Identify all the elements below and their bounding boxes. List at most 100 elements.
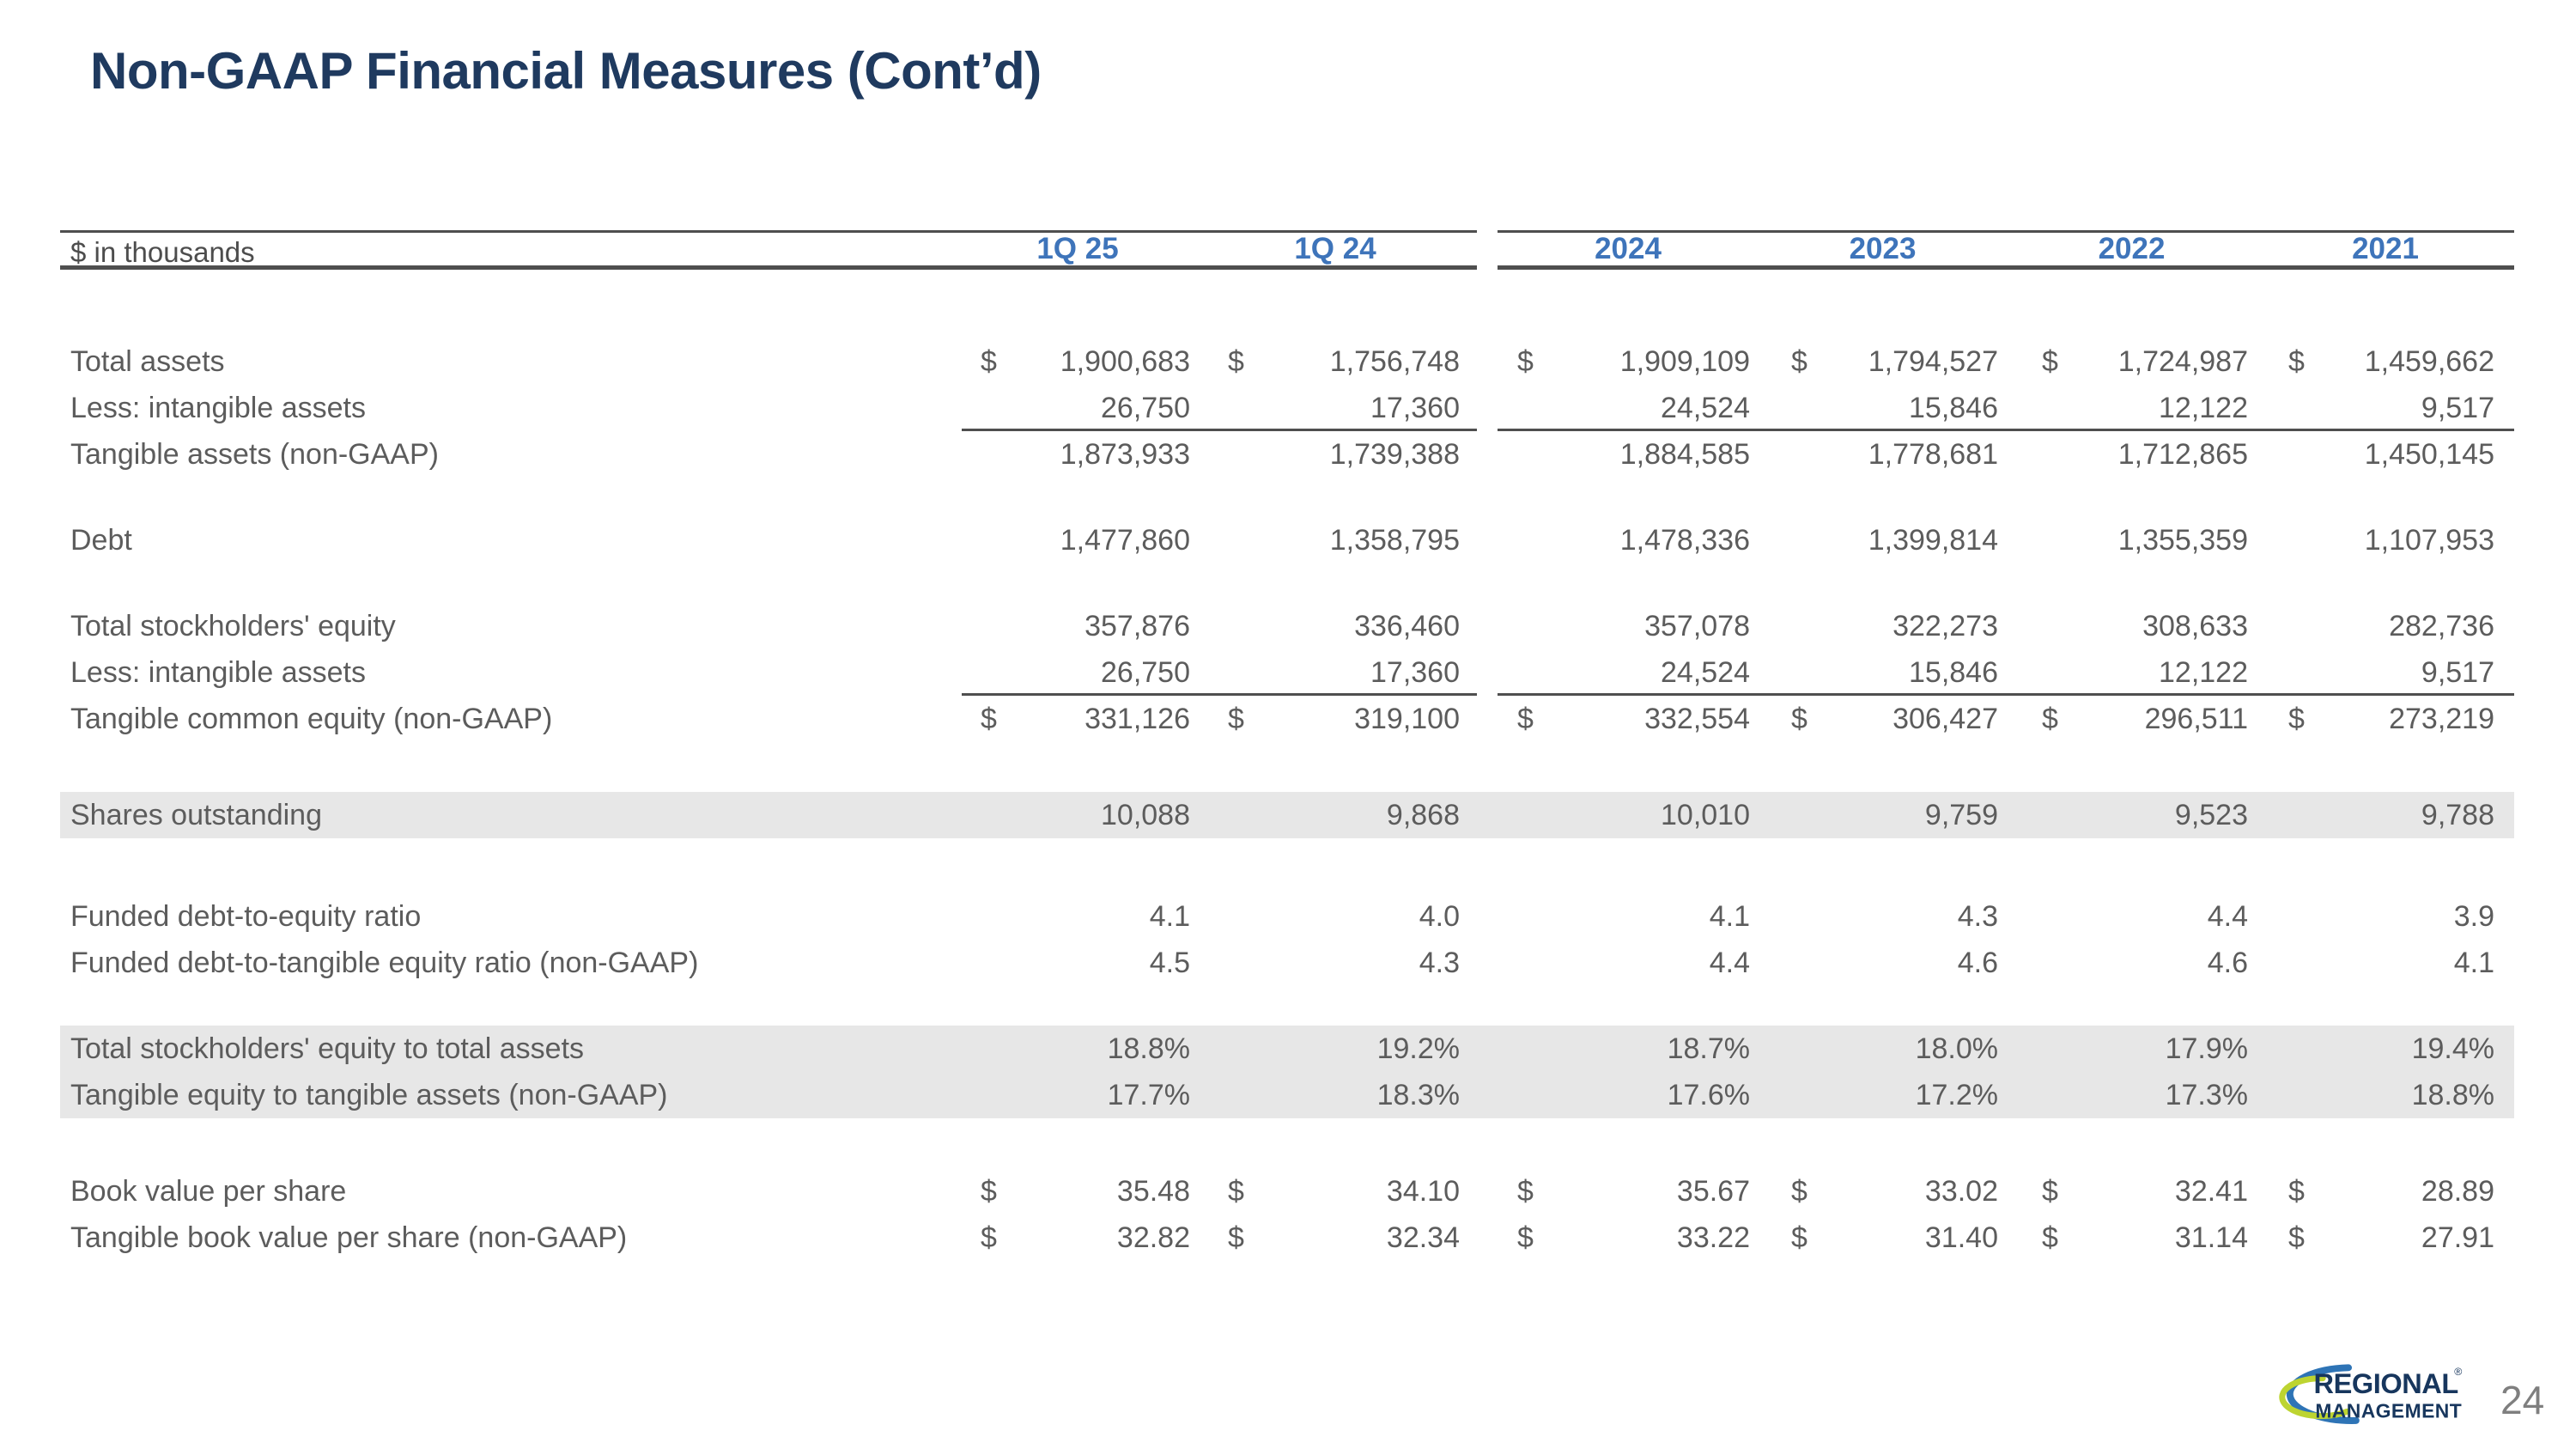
quarter-value-group: $331,126 $319,100 <box>962 696 1477 742</box>
value-cell: 4.3 <box>1194 940 1477 986</box>
column-group-gap <box>1477 696 1498 742</box>
regional-management-logo: REGIONAL ® MANAGEMENT <box>2279 1364 2462 1424</box>
cell-value: 4.1 <box>1149 900 1190 933</box>
annual-value-group: 4.4 4.6 4.6 4.1 <box>1498 940 2514 986</box>
value-cell: $296,511 <box>2007 696 2257 742</box>
cell-value: 9,517 <box>2421 656 2494 689</box>
dollar-sign: $ <box>1517 345 1534 378</box>
cell-value: 4.6 <box>1957 947 1998 979</box>
annual-value-group: $1,909,109 $1,794,527 $1,724,987 $1,459,662 <box>1498 338 2514 385</box>
value-cell: 4.5 <box>962 940 1194 986</box>
table-row: Less: intangible assets 26,750 17,360 24,52… <box>60 649 2514 696</box>
value-cell: 18.8% <box>962 1026 1194 1072</box>
quarter-value-group: 1,873,933 1,739,388 <box>962 431 1477 478</box>
dollar-sign: $ <box>1517 1221 1534 1254</box>
row-label: Total stockholders' equity <box>70 610 396 642</box>
column-group-gap <box>1477 517 1498 563</box>
row-label: Less: intangible assets <box>70 392 366 424</box>
value-cell: 1,873,933 <box>962 431 1194 478</box>
cell-value: 308,633 <box>2142 610 2248 642</box>
value-cell: 24,524 <box>1498 385 1759 429</box>
quarter-value-group: $35.48 $34.10 <box>962 1168 1477 1215</box>
value-cell: 17.7% <box>962 1072 1194 1118</box>
row-label: Funded debt-to-equity ratio <box>70 900 422 933</box>
cell-value: 32.41 <box>2174 1175 2248 1208</box>
value-cell: 17.6% <box>1498 1072 1759 1118</box>
header-right-segment: 2024 2023 2022 2021 <box>1498 230 2514 270</box>
table-row: Total stockholders' equity to total asse… <box>60 1026 2514 1072</box>
value-cell: 15,846 <box>1759 649 2007 693</box>
annual-value-group: 1,884,585 1,778,681 1,712,865 1,450,145 <box>1498 431 2514 478</box>
column-group-gap <box>1477 1215 1498 1261</box>
quarter-value-group: 26,750 17,360 <box>962 649 1477 696</box>
unit-label: $ in thousands <box>70 236 255 265</box>
cell-value: 10,010 <box>1661 799 1750 831</box>
table-body: Total assets $1,900,683 $1,756,748 $1,909,1… <box>60 338 2514 1261</box>
cell-value: 282,736 <box>2389 610 2494 642</box>
cell-value: 296,511 <box>2144 703 2248 735</box>
column-header: 2023 <box>1849 232 1917 265</box>
value-cell: 9,868 <box>1194 792 1477 838</box>
table-row: Shares outstanding 10,088 9,868 10,010 9,759… <box>60 792 2514 838</box>
value-cell: $306,427 <box>1759 696 2007 742</box>
table-spacer-row <box>60 986 2514 1026</box>
cell-value: 306,427 <box>1893 703 1998 735</box>
value-cell: 9,517 <box>2257 385 2514 429</box>
value-cell: 26,750 <box>962 385 1194 429</box>
cell-value: 9,788 <box>2421 799 2494 831</box>
cell-value: 18.8% <box>2411 1079 2494 1111</box>
value-cell: $32.34 <box>1194 1215 1477 1261</box>
column-header: 2024 <box>1595 232 1662 265</box>
annual-value-group: 24,524 15,846 12,122 9,517 <box>1498 649 2514 696</box>
value-cell: $1,724,987 <box>2007 338 2257 385</box>
logo-text-regional: REGIONAL <box>2314 1368 2458 1399</box>
cell-value: 3.9 <box>2453 900 2494 933</box>
column-group-gap <box>1477 649 1498 696</box>
table-row: Funded debt-to-equity ratio 4.1 4.0 4.1 4.3 4… <box>60 893 2514 940</box>
cell-value: 15,846 <box>1909 392 1998 424</box>
value-cell: 4.6 <box>2007 940 2257 986</box>
value-cell: 1,399,814 <box>1759 517 2007 563</box>
annual-value-group: 24,524 15,846 12,122 9,517 <box>1498 385 2514 431</box>
value-cell: 18.0% <box>1759 1026 2007 1072</box>
value-cell: $28.89 <box>2257 1168 2514 1215</box>
quarter-header-group: 1Q 25 1Q 24 <box>962 232 1477 265</box>
cell-value: 24,524 <box>1661 656 1750 689</box>
table-row: Tangible equity to tangible assets (non-… <box>60 1072 2514 1118</box>
cell-value: 1,873,933 <box>1060 438 1190 471</box>
dollar-sign: $ <box>981 1221 997 1254</box>
value-cell: $27.91 <box>2257 1215 2514 1261</box>
value-cell: 9,517 <box>2257 649 2514 693</box>
row-label: Shares outstanding <box>70 799 322 831</box>
cell-value: 32.82 <box>1116 1221 1190 1254</box>
table-spacer-row <box>60 838 2514 893</box>
value-cell: 17,360 <box>1194 649 1477 693</box>
cell-value: 1,909,109 <box>1619 345 1750 378</box>
value-cell: 3.9 <box>2257 893 2514 940</box>
cell-value: 331,126 <box>1084 703 1190 735</box>
value-cell: 1,358,795 <box>1194 517 1477 563</box>
row-label: Tangible equity to tangible assets (non-… <box>70 1079 668 1111</box>
value-cell: 17.3% <box>2007 1072 2257 1118</box>
row-left-segment: Shares outstanding 10,088 9,868 <box>60 792 1477 838</box>
value-cell: 12,122 <box>2007 649 2257 693</box>
dollar-sign: $ <box>2042 1175 2058 1208</box>
quarter-value-group: 357,876 336,460 <box>962 603 1477 649</box>
value-cell: 308,633 <box>2007 603 2257 649</box>
table-row: Total assets $1,900,683 $1,756,748 $1,909,1… <box>60 338 2514 385</box>
row-label: Tangible book value per share (non-GAAP) <box>70 1221 628 1254</box>
cell-value: 12,122 <box>2159 656 2248 689</box>
row-label: Book value per share <box>70 1175 347 1208</box>
column-group-gap <box>1477 1072 1498 1118</box>
cell-value: 9,517 <box>2421 392 2494 424</box>
row-left-segment: Funded debt-to-tangible equity ratio (no… <box>60 940 1477 986</box>
value-cell: 4.1 <box>2257 940 2514 986</box>
cell-value: 18.0% <box>1915 1032 1998 1065</box>
dollar-sign: $ <box>1517 703 1534 735</box>
value-cell: 9,523 <box>2007 792 2257 838</box>
quarter-value-group: 1,477,860 1,358,795 <box>962 517 1477 563</box>
annual-value-group: 10,010 9,759 9,523 9,788 <box>1498 792 2514 838</box>
cell-value: 31.14 <box>2174 1221 2248 1254</box>
value-cell: 322,273 <box>1759 603 2007 649</box>
